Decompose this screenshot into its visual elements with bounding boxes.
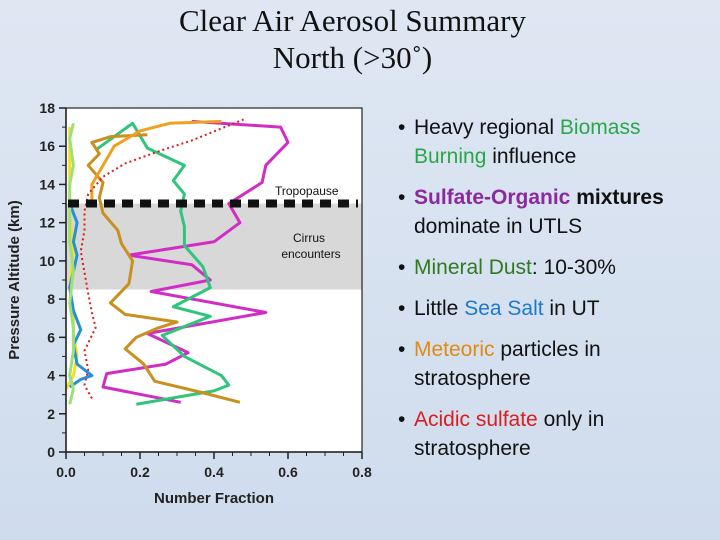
bullet-item: • Meteoric particles in stratosphere bbox=[398, 335, 713, 393]
y-tick-label: 2 bbox=[47, 406, 55, 422]
x-tick-label: 0.4 bbox=[204, 464, 224, 480]
y-tick-label: 6 bbox=[47, 329, 55, 345]
slide-title: Clear Air Aerosol Summary bbox=[179, 3, 526, 38]
bullet-text: Meteoric bbox=[414, 338, 495, 361]
slide-subtitle: North (>30˚) bbox=[272, 40, 433, 75]
bullet-text: Acidic sulfate bbox=[414, 408, 538, 431]
profile-chart: 0 2 4 6 8 10 12 14 16 18 0.0 0.2 0.4 0.6 0.8 Tropopau… bbox=[6, 100, 372, 507]
bullet-dot-icon: • bbox=[398, 256, 406, 279]
x-tick-label: 0.0 bbox=[56, 464, 76, 480]
tropopause-label: Tropopause bbox=[275, 184, 339, 198]
y-tick-label: 14 bbox=[39, 176, 55, 192]
bullet-text: Heavy regional bbox=[414, 116, 560, 139]
bullet-item: • Sulfate-Organic mixtures dominate in UT… bbox=[398, 183, 713, 241]
x-ticks: 0.0 0.2 0.4 0.6 0.8 bbox=[56, 452, 372, 480]
bullet-dot-icon: • bbox=[398, 186, 406, 209]
y-tick-label: 8 bbox=[47, 291, 55, 307]
x-axis-label: Number Fraction bbox=[154, 490, 274, 507]
cirrus-band bbox=[66, 203, 362, 290]
x-tick-label: 0.6 bbox=[278, 464, 298, 480]
series-line-6 bbox=[68, 203, 94, 389]
x-tick-label: 0.2 bbox=[130, 464, 150, 480]
y-tick-label: 12 bbox=[39, 215, 55, 231]
bullet-text: Biomass Burning bbox=[414, 116, 641, 168]
bullet-item: • Heavy regional Biomass Burning influenc… bbox=[398, 113, 713, 171]
bullet-item: • Little Sea Salt in UT bbox=[398, 294, 713, 323]
bullet-dot-icon: • bbox=[398, 408, 406, 431]
bullet-text: Mineral Dust bbox=[414, 256, 532, 279]
series-line-2 bbox=[86, 133, 241, 404]
series-line-1 bbox=[94, 121, 231, 406]
bullet-dot-icon: • bbox=[398, 338, 406, 361]
series-line-0 bbox=[101, 119, 290, 404]
bullet-dot-icon: • bbox=[398, 297, 406, 320]
bullet-text: Little bbox=[414, 297, 465, 320]
cirrus-label-line1: Cirrus bbox=[293, 231, 325, 245]
x-tick-label: 0.8 bbox=[352, 464, 372, 480]
series-line-3 bbox=[90, 119, 222, 200]
bullet-text: in UT bbox=[543, 297, 600, 320]
series-line-7 bbox=[68, 122, 75, 405]
bullet-text: only in stratosphere bbox=[414, 408, 605, 460]
bullet-text: Sulfate-Organic bbox=[414, 186, 571, 209]
y-tick-label: 16 bbox=[39, 138, 55, 154]
bullet-text: particles in stratosphere bbox=[414, 338, 601, 390]
y-tick-label: 4 bbox=[47, 368, 55, 384]
bullet-list: • Heavy regional Biomass Burning influenc… bbox=[398, 113, 713, 475]
bullet-text: influence bbox=[486, 145, 577, 168]
bullet-item: • Acidic sulfate only in stratosphere bbox=[398, 405, 713, 463]
bullet-text: Sea Salt bbox=[464, 297, 544, 320]
y-tick-label: 18 bbox=[39, 100, 55, 116]
y-ticks: 0 2 4 6 8 10 12 14 16 18 bbox=[39, 100, 66, 460]
bullet-item: • Mineral Dust: 10-30% bbox=[398, 253, 713, 282]
series-layer bbox=[64, 118, 290, 406]
y-axis-label: Pressure Altitude (km) bbox=[6, 200, 23, 360]
bullet-text: dominate in UTLS bbox=[414, 215, 583, 238]
y-tick-label: 10 bbox=[39, 253, 55, 269]
bullet-text: mixtures bbox=[570, 186, 664, 209]
bullet-text: : 10-30% bbox=[531, 256, 616, 279]
bullet-dot-icon: • bbox=[398, 116, 406, 139]
cirrus-label-line2: encounters bbox=[281, 247, 340, 261]
y-tick-label: 0 bbox=[47, 444, 55, 460]
